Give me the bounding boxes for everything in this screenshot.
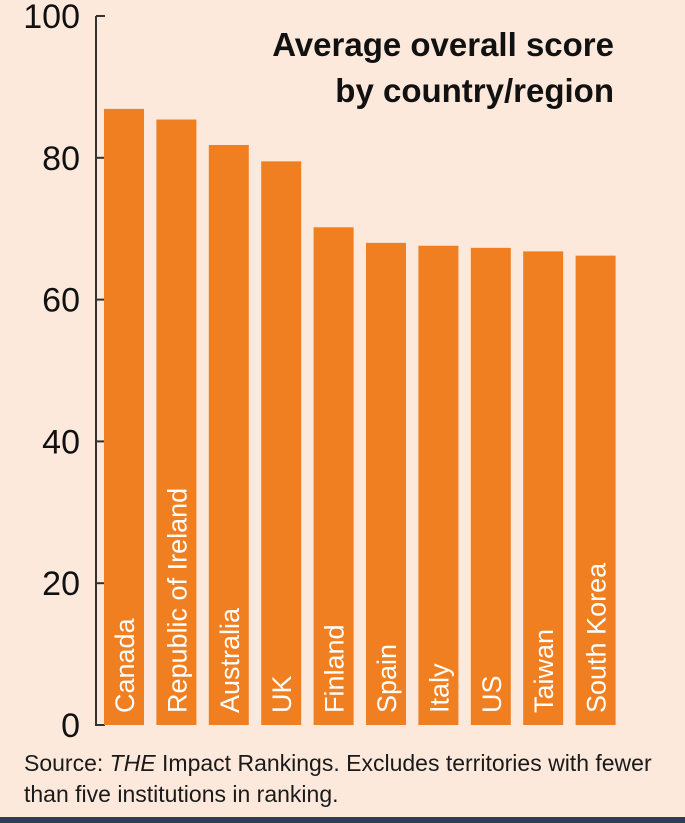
bar-category-label: Taiwan <box>529 629 559 713</box>
y-tick-label: 40 <box>42 423 80 461</box>
bar-category-label: US <box>477 675 507 713</box>
bar-category-label: UK <box>267 675 297 713</box>
y-tick-label: 80 <box>42 140 80 178</box>
chart-title-line-2: by country/region <box>335 72 614 109</box>
bar <box>366 242 406 725</box>
bar-category-label: Australia <box>215 607 245 713</box>
bar-chart: 0 20 40 60 80 100 Canada Republic of Ireland Au… <box>23 0 616 740</box>
source-publication: THE <box>109 750 156 776</box>
y-tick-label: 60 <box>42 282 80 320</box>
bar <box>418 245 459 725</box>
bars <box>104 108 616 726</box>
chart-title-line-1: Average overall score <box>272 26 614 63</box>
bar-category-label: South Korea <box>582 562 612 713</box>
bar-category-label: Republic of Ireland <box>162 488 192 713</box>
bar <box>470 247 511 725</box>
bar-category-label: Spain <box>372 644 402 713</box>
bar-category-label: Finland <box>320 624 350 713</box>
bar <box>104 108 144 725</box>
bar-category-label: Italy <box>424 663 454 713</box>
bar <box>156 119 197 726</box>
bar <box>208 145 249 726</box>
bar <box>261 161 302 726</box>
bar <box>575 255 616 725</box>
footer-rule <box>0 817 685 823</box>
y-axis: 0 20 40 60 80 100 <box>23 0 105 740</box>
bar <box>523 251 564 725</box>
y-tick-label: 100 <box>23 0 80 36</box>
bar-labels: Canada Republic of Ireland Australia UK Finl… <box>110 488 612 713</box>
source-note: Source: THE Impact Rankings. Excludes te… <box>24 748 664 810</box>
source-prefix: Source: <box>24 750 110 776</box>
y-tick-label: 0 <box>61 707 80 740</box>
bar <box>313 227 354 726</box>
y-tick-label: 20 <box>42 565 80 603</box>
source-text: Impact Rankings. Excludes territories wi… <box>24 750 652 807</box>
bar-category-label: Canada <box>110 617 140 713</box>
